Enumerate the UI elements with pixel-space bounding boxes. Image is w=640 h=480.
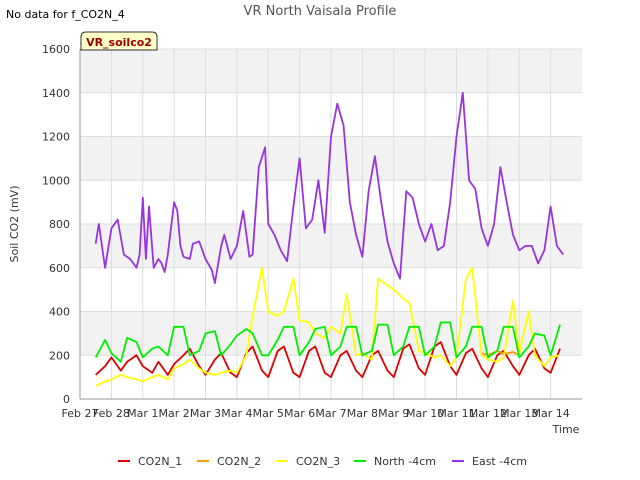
x-tick-label: Mar 9 xyxy=(378,407,409,420)
x-tick-label: Mar 11 xyxy=(437,407,475,420)
y-tick-label: 800 xyxy=(49,218,70,231)
x-tick-label: Mar 1 xyxy=(127,407,158,420)
y-tick-label: 1600 xyxy=(42,43,70,56)
y-tick-label: 1400 xyxy=(42,87,70,100)
legend-entry: East -4cm xyxy=(472,455,527,468)
legend-entry: CO2N_3 xyxy=(296,455,340,468)
series-line-co2n-1 xyxy=(95,341,561,379)
no-data-note: No data for f_CO2N_4 xyxy=(6,8,125,21)
series-line-north-4cm xyxy=(94,321,561,363)
x-tick-label: Mar 6 xyxy=(284,407,315,420)
legend-entry: North -4cm xyxy=(374,455,436,468)
y-axis-label: Soil CO2 (mV) xyxy=(8,186,21,263)
x-tick-label: Mar 4 xyxy=(221,407,252,420)
chart-title: VR North Vaisala Profile xyxy=(244,4,397,19)
x-tick-label: Mar 3 xyxy=(190,407,221,420)
site-label-box: VR_soilco2 xyxy=(80,31,158,51)
y-tick-label: 0 xyxy=(63,393,70,406)
x-tick-label: Mar 12 xyxy=(469,407,507,420)
site-label: VR_soilco2 xyxy=(86,36,152,49)
legend-entry: CO2N_2 xyxy=(217,455,261,468)
series-line-co2n-3 xyxy=(95,266,561,387)
y-tick-label: 600 xyxy=(49,262,70,275)
x-tick-label: Mar 5 xyxy=(253,407,284,420)
x-tick-label: Mar 8 xyxy=(347,407,378,420)
y-tick-label: 1000 xyxy=(42,174,70,187)
y-tick-label: 400 xyxy=(49,306,70,319)
x-tick-label: Mar 13 xyxy=(500,407,538,420)
x-tick-label: Mar 2 xyxy=(159,407,190,420)
series-layer xyxy=(94,91,564,387)
x-tick-label: Mar 14 xyxy=(532,407,570,420)
x-axis-label: Time xyxy=(552,423,580,436)
legend: CO2N_1 CO2N_2 CO2N_3 North -4cm East -4cm xyxy=(118,455,527,468)
x-tick-label: Mar 10 xyxy=(406,407,444,420)
legend-entry: CO2N_1 xyxy=(138,455,182,468)
y-tick-label: 1200 xyxy=(42,131,70,144)
y-tick-label: 200 xyxy=(49,349,70,362)
x-tick-label: Mar 7 xyxy=(315,407,346,420)
x-tick-label: Feb 28 xyxy=(93,407,130,420)
series-line-east-4cm xyxy=(94,91,564,285)
x-tick-label: Feb 27 xyxy=(62,407,99,420)
